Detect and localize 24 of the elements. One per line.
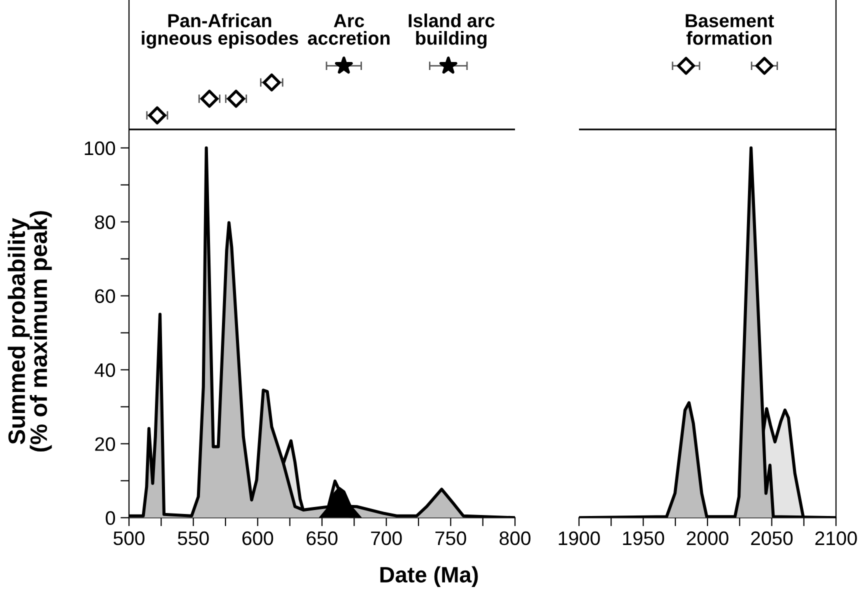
y-tick-label: 100 <box>84 141 116 156</box>
y-tick-label: 60 <box>95 289 116 304</box>
x-tick-label: 650 <box>306 531 338 546</box>
x-tick-label: 700 <box>371 531 402 546</box>
x-tick-label: 1950 <box>623 531 664 546</box>
x-tick-label: 800 <box>500 531 530 546</box>
annotation: Basement formation <box>686 14 774 45</box>
annotation: Island arc building <box>408 14 495 49</box>
x-axis-title: Date (Ma) <box>380 566 478 587</box>
annotation: Pan-African igneous episodes <box>142 14 298 49</box>
x-tick-label: 2100 <box>815 531 857 546</box>
x-tick-label: 600 <box>242 531 274 546</box>
annotation: Arc accretion <box>308 14 390 45</box>
x-tick-label: 1900 <box>558 531 600 546</box>
x-tick-label: 2000 <box>686 531 728 546</box>
y-tick-label: 80 <box>95 215 116 230</box>
x-tick-label: 750 <box>435 531 466 546</box>
x-tick-label: 2050 <box>751 531 793 546</box>
y-tick-label: 0 <box>106 511 116 525</box>
x-tick-label: 550 <box>178 531 209 546</box>
y-tick-label: 40 <box>94 363 116 378</box>
x-tick-label: 500 <box>114 531 144 546</box>
y-tick-label: 20 <box>95 437 116 451</box>
y-axis-title: Summed probability (% of maximum peak) <box>8 211 52 452</box>
